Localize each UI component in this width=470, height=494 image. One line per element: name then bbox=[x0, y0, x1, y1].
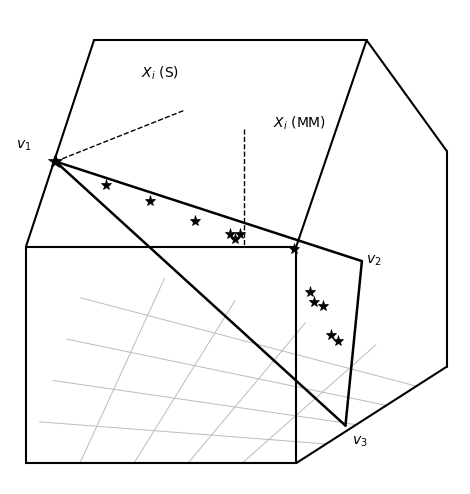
Text: $v_1$: $v_1$ bbox=[16, 139, 32, 153]
Text: $X_i$ (S): $X_i$ (S) bbox=[141, 64, 179, 82]
Text: $v_2$: $v_2$ bbox=[366, 254, 381, 268]
Text: $X_i$ (MM): $X_i$ (MM) bbox=[273, 115, 326, 132]
Text: $v_3$: $v_3$ bbox=[352, 435, 367, 450]
